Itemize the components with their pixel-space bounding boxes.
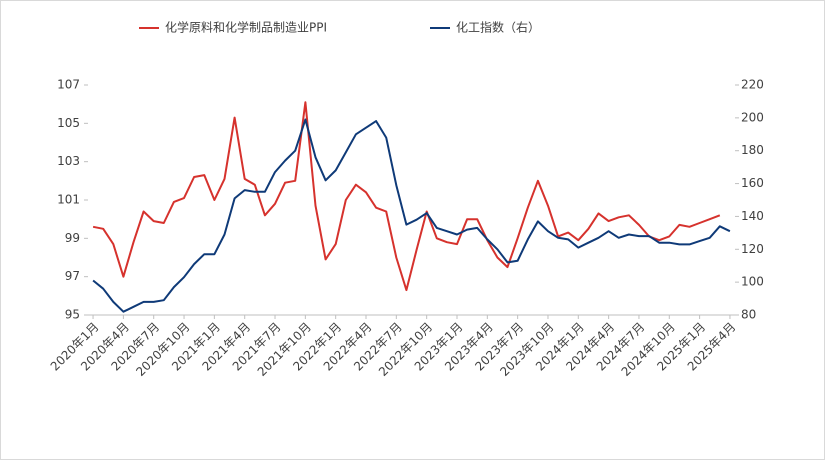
- y-tick-label: 105: [57, 116, 80, 130]
- y2-tick-label: 220: [741, 78, 764, 92]
- series-line: [92, 118, 731, 313]
- y-tick-label: 101: [57, 193, 80, 207]
- series-line: [92, 101, 721, 292]
- y2-tick-label: 200: [741, 110, 764, 124]
- y-tick-label: 103: [57, 154, 80, 168]
- legend-label: 化工指数（右）: [456, 20, 540, 35]
- y2-tick-label: 180: [741, 143, 764, 157]
- y2-tick-label: 140: [741, 209, 764, 223]
- y2-tick-label: 80: [741, 308, 756, 322]
- y-tick-label: 99: [65, 231, 80, 245]
- y-tick-label: 97: [65, 269, 80, 283]
- y-tick-label: 95: [65, 308, 80, 322]
- y2-tick-label: 100: [741, 275, 764, 289]
- legend-label: 化学原料和化学制品制造业PPI: [165, 20, 327, 35]
- y-tick-label: 107: [57, 78, 80, 92]
- y2-tick-label: 120: [741, 242, 764, 256]
- y2-tick-label: 160: [741, 176, 764, 190]
